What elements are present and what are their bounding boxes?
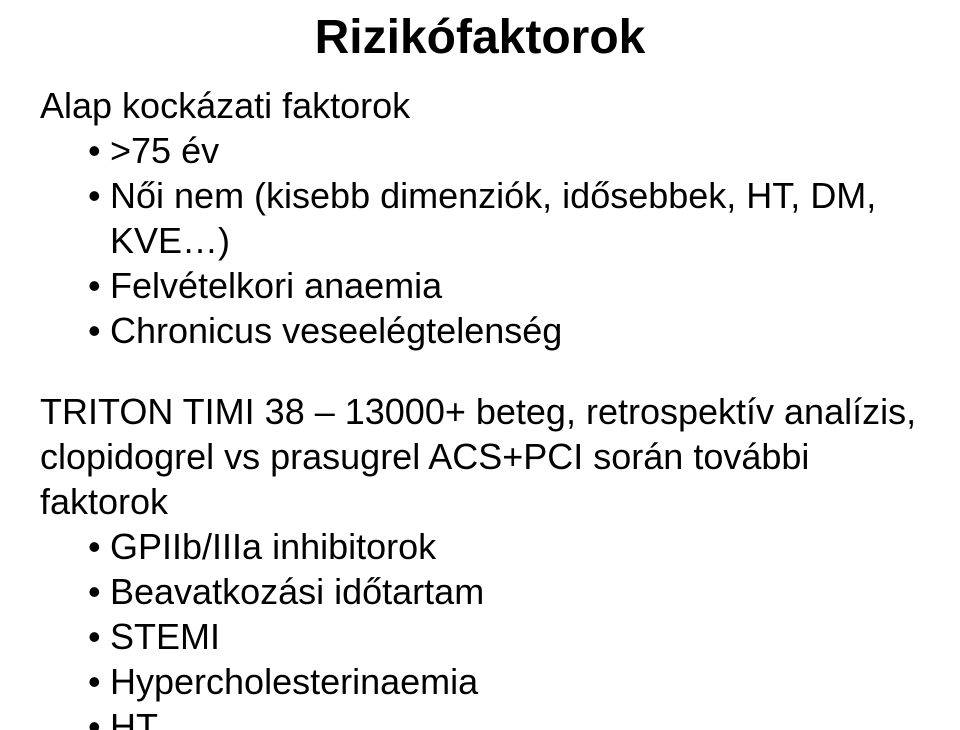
list-item: Chronicus veseelégtelenség	[88, 308, 920, 353]
list-item: Női nem (kisebb dimenziók, idősebbek, HT…	[88, 173, 920, 263]
section-spacer	[40, 353, 920, 389]
section2-list: GPIIb/IIIa inhibitorok Beavatkozási időt…	[40, 524, 920, 730]
list-item: Felvételkori anaemia	[88, 263, 920, 308]
section2-heading: TRITON TIMI 38 – 13000+ beteg, retrospek…	[40, 389, 920, 524]
list-item: >75 év	[88, 128, 920, 173]
list-item: STEMI	[88, 614, 920, 659]
section1-heading: Alap kockázati faktorok	[40, 83, 920, 128]
section1-list: >75 év Női nem (kisebb dimenziók, időseb…	[40, 128, 920, 353]
slide-container: Rizikófaktorok Alap kockázati faktorok >…	[0, 0, 960, 730]
list-item: HT	[88, 704, 920, 730]
list-item: Beavatkozási időtartam	[88, 569, 920, 614]
list-item: Hypercholesterinaemia	[88, 659, 920, 704]
slide-title: Rizikófaktorok	[40, 10, 920, 65]
list-item: GPIIb/IIIa inhibitorok	[88, 524, 920, 569]
